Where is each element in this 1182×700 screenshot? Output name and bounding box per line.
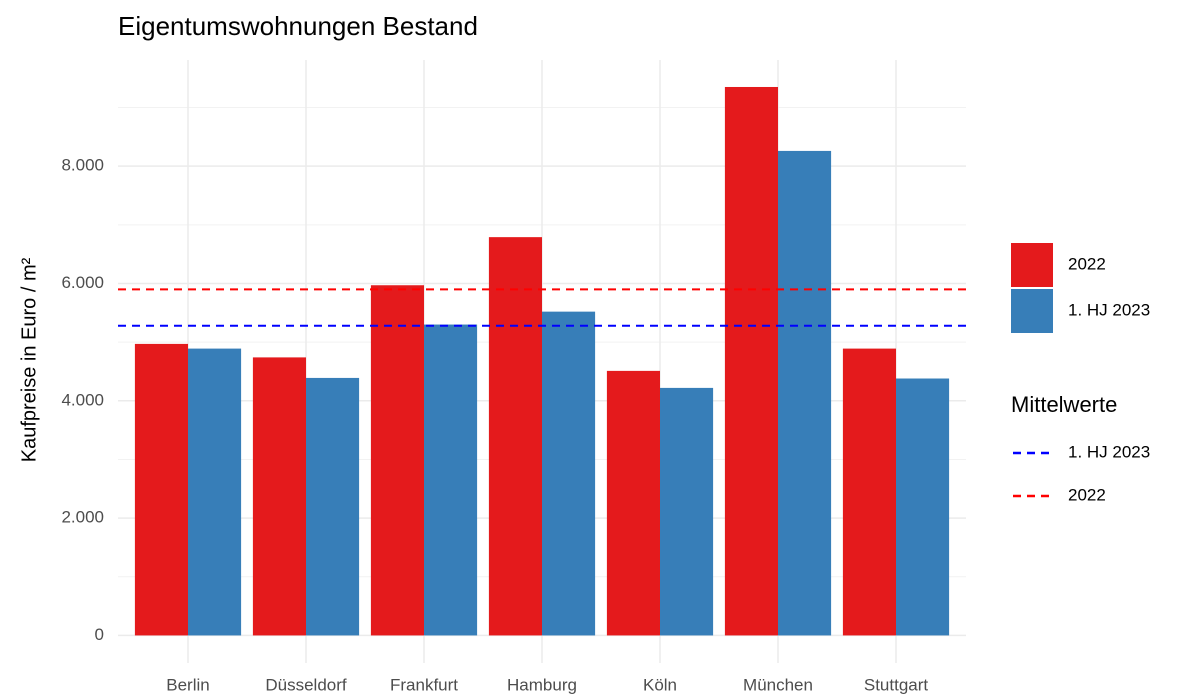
legend-label: 1. HJ 2023 [1068,300,1150,319]
bar [842,348,896,636]
bar [424,324,478,636]
legend-swatch [1011,289,1053,333]
x-tick-label: Frankfurt [390,675,458,694]
legend-title: Mittelwerte [1011,392,1117,417]
y-tick-label: 8.000 [61,156,104,175]
bar [306,377,360,636]
x-tick-label: Berlin [166,675,209,694]
legend-swatch [1011,243,1053,287]
bar [488,237,542,636]
bar [724,86,778,636]
y-tick-label: 6.000 [61,273,104,292]
x-tick-label: Köln [643,675,677,694]
bar [896,378,950,636]
bar [134,343,188,636]
bar [188,348,242,636]
bar [778,150,832,636]
y-tick-label: 0 [95,625,104,644]
y-tick-label: 2.000 [61,508,104,527]
legend-label: 2022 [1068,254,1106,273]
x-tick-label: Stuttgart [864,675,929,694]
bar [606,370,660,636]
y-axis-label: Kaufpreise in Euro / m² [18,257,40,462]
x-tick-label: Hamburg [507,675,577,694]
bar [252,357,306,636]
x-tick-label: Düsseldorf [265,675,347,694]
legend-label: 2022 [1068,485,1106,504]
bar [542,311,596,636]
bar [370,285,424,636]
chart-title: Eigentumswohnungen Bestand [118,11,478,41]
x-tick-label: München [743,675,813,694]
legend-label: 1. HJ 2023 [1068,442,1150,461]
bar [660,387,714,636]
y-tick-label: 4.000 [61,390,104,409]
